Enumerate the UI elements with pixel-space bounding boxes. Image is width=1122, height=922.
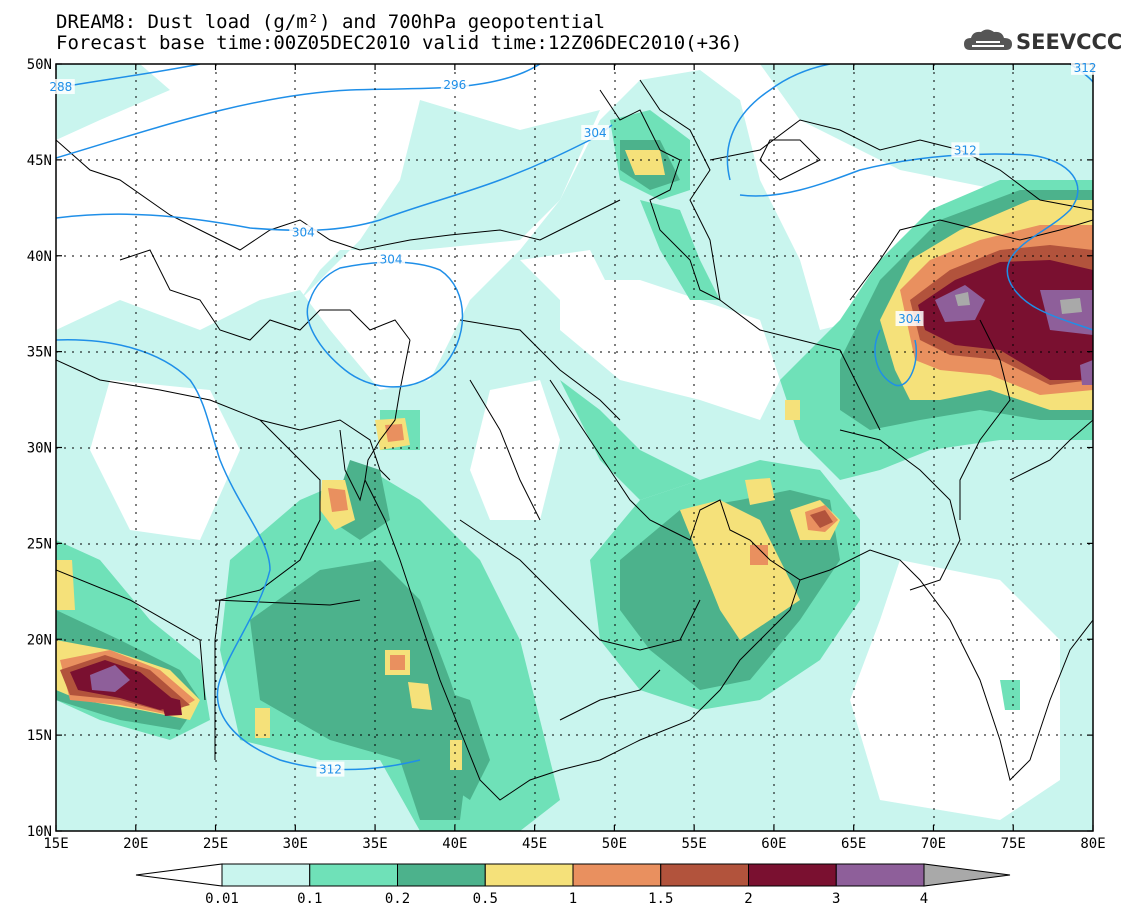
colorbar-label: 3: [832, 891, 840, 907]
coastlines: [56, 79, 1093, 801]
colorbar-swatch: [572, 863, 662, 887]
colorbar-label: 4: [920, 891, 928, 907]
contour-label: 304: [584, 126, 607, 140]
colorbar-swatch: [660, 863, 749, 887]
lon-tick-label: 75E: [1001, 836, 1026, 852]
colorbar-label: 1.5: [648, 891, 673, 907]
lat-tick-label: 10N: [27, 824, 52, 840]
contour-label: 288: [49, 80, 72, 94]
colorbar-over-triangle: [923, 863, 1011, 887]
cloud-icon: [964, 29, 1012, 50]
contour-label: 304: [898, 312, 921, 326]
colorbar-label: 0.1: [297, 891, 322, 907]
lon-tick-label: 15E: [43, 836, 68, 852]
colorbar-label: 0.2: [385, 891, 410, 907]
colorbar-swatch: [309, 863, 398, 887]
colorbar-label: 1: [569, 891, 577, 907]
contour-label-bg: [377, 251, 406, 267]
colorbar-swatch: [397, 863, 486, 887]
lat-tick-label: 35N: [27, 345, 52, 361]
contour-label-bg: [895, 311, 924, 327]
colorbar-label: 0.5: [473, 891, 498, 907]
colorbar-under-triangle: [135, 863, 223, 887]
lon-tick-label: 60E: [761, 836, 786, 852]
lon-tick-label: 65E: [841, 836, 866, 852]
lat-tick-label: 30N: [27, 441, 52, 457]
lat-tick-label: 20N: [27, 632, 52, 648]
lat-tick-label: 40N: [27, 249, 52, 265]
lon-tick-label: 80E: [1080, 836, 1105, 852]
lon-tick-label: 20E: [123, 836, 148, 852]
map-title: DREAM8: Dust load (g/m²) and 700hPa geop…: [56, 11, 606, 33]
lat-tick-label: 15N: [27, 728, 52, 744]
colorbar-swatch: [748, 863, 837, 887]
lon-tick-label: 30E: [283, 836, 308, 852]
map-subtitle: Forecast base time:00Z05DEC2010 valid ti…: [56, 32, 743, 54]
colorbar: 0.01 0.1 0.2 0.5 1 1.5 2 3 4: [135, 863, 1011, 907]
contour-label: 296: [443, 78, 466, 92]
logo-text: SEEVCCC: [1016, 30, 1122, 54]
colorbar-swatch: [221, 863, 311, 887]
lon-tick-label: 70E: [921, 836, 946, 852]
contour-label-bg: [289, 224, 318, 240]
lon-tick-label: 50E: [602, 836, 627, 852]
contour-label-bg: [46, 79, 75, 95]
axis-ticks: 15E 20E 25E 30E 35E 40E 45E 50E 55E 60E 65E 70E 75E 8…: [27, 57, 1106, 852]
lon-tick-label: 40E: [442, 836, 467, 852]
colorbar-swatch: [484, 863, 574, 887]
lon-tick-label: 35E: [362, 836, 387, 852]
colorbar-label: 0.01: [205, 891, 239, 907]
contour-label: 312: [1074, 61, 1097, 75]
lon-tick-label: 25E: [203, 836, 228, 852]
contour-label-bg: [316, 761, 345, 777]
lat-tick-label: 50N: [27, 57, 52, 73]
colorbar-label: 2: [744, 891, 752, 907]
lon-tick-label: 45E: [522, 836, 547, 852]
contour-label: 312: [319, 763, 342, 777]
lat-tick-label: 45N: [27, 153, 52, 169]
contour-label: 304: [292, 226, 315, 240]
contour-labels: 288 296 304 304 304 304 312 312 312: [46, 59, 1100, 777]
contour-label-bg: [581, 125, 610, 141]
lat-tick-label: 25N: [27, 536, 52, 552]
contour-label-bg: [1071, 59, 1100, 75]
grid-lines: [56, 64, 1093, 831]
contour-label: 312: [954, 143, 977, 157]
contour-label-bg: [440, 77, 469, 93]
contour-label: 304: [380, 253, 403, 267]
colorbar-swatch: [835, 863, 925, 887]
contour-label-bg: [951, 142, 980, 158]
lon-tick-label: 55E: [682, 836, 707, 852]
dust-field: [56, 64, 1093, 831]
